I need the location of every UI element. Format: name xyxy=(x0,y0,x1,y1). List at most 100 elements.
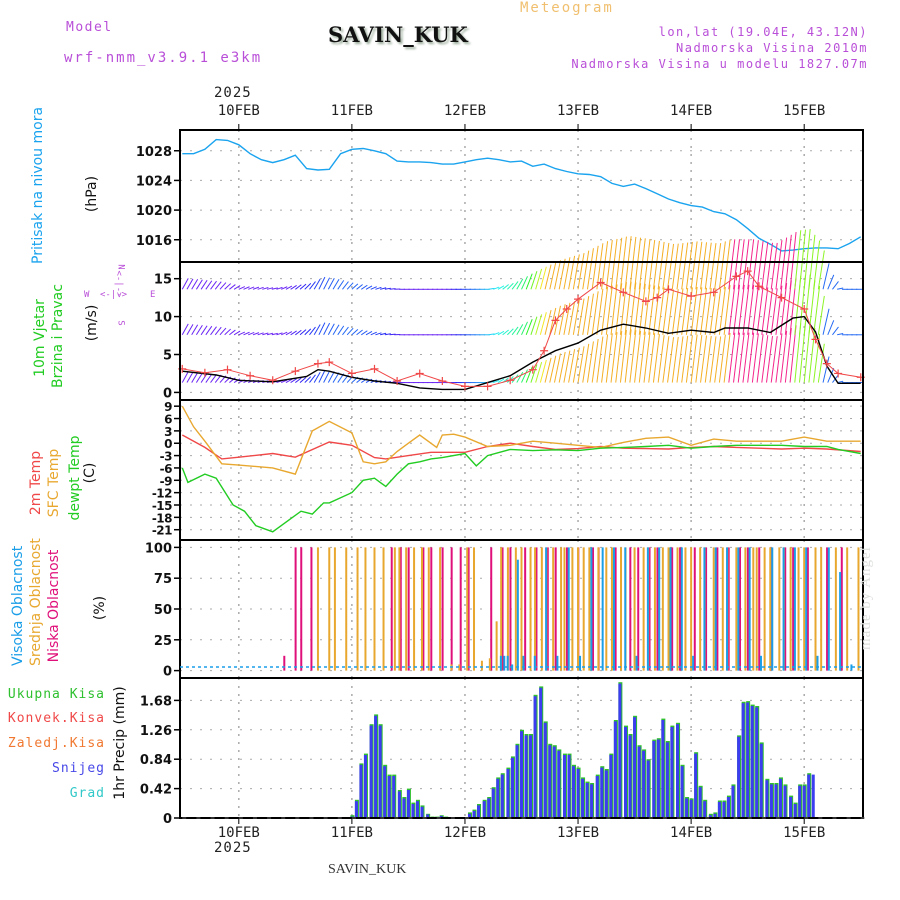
bar-srednja-oblacnost xyxy=(488,658,491,671)
wind-barb xyxy=(605,285,613,335)
wind-barb xyxy=(652,334,660,383)
bar-visoka-oblacnost xyxy=(771,547,774,671)
wind-barb xyxy=(276,286,283,290)
bar-snijeg xyxy=(646,760,650,818)
bar-snijeg xyxy=(722,801,726,818)
wind-barb xyxy=(700,335,708,383)
bar-niska-oblacnost xyxy=(565,547,568,671)
wind-barb xyxy=(530,271,538,290)
wind-barb xyxy=(761,241,769,290)
meteogram-label: Meteogram xyxy=(520,0,614,16)
wind-barb xyxy=(634,237,642,290)
bar-visoka-oblacnost xyxy=(567,547,570,671)
wind-barb xyxy=(629,330,637,383)
wind-barb xyxy=(676,288,684,335)
wind-barb xyxy=(737,332,745,383)
wind-barb xyxy=(695,335,703,383)
bar-snijeg xyxy=(363,755,367,818)
wind-barb xyxy=(195,372,203,383)
bar-visoka-oblacnost xyxy=(612,547,615,671)
wind-barb xyxy=(248,331,255,336)
wind-barb xyxy=(252,286,260,290)
wind-barb xyxy=(257,332,264,336)
wind-barb xyxy=(629,236,637,290)
bar-niska-oblacnost xyxy=(459,547,462,671)
wind-barb xyxy=(827,320,835,335)
bar-srednja-oblacnost xyxy=(797,547,800,671)
bar-snijeg xyxy=(402,798,406,818)
bar-snijeg xyxy=(392,776,396,818)
bar-srednja-oblacnost xyxy=(684,547,687,671)
bar-snijeg xyxy=(613,721,617,818)
wind-barb xyxy=(507,328,514,336)
wind-barb xyxy=(266,332,274,336)
wind-barb xyxy=(704,242,712,290)
bar-niska-oblacnost xyxy=(509,547,512,671)
wind-barb xyxy=(714,336,722,383)
wind-barb xyxy=(558,351,566,383)
bar-niska-oblacnost xyxy=(399,547,402,671)
wind-barb xyxy=(530,316,538,335)
wind-barb xyxy=(327,323,335,336)
wind-barb xyxy=(488,287,495,290)
wind-barb xyxy=(832,281,839,290)
bar-srednja-oblacnost xyxy=(382,547,385,671)
bar-visoka-oblacnost xyxy=(839,572,842,671)
bar-snijeg xyxy=(383,766,387,818)
wind-barb xyxy=(798,229,806,290)
bar-snijeg xyxy=(676,724,680,818)
wind-barb xyxy=(784,280,792,335)
bar-snijeg xyxy=(411,804,415,818)
gust-marker xyxy=(653,293,662,302)
wind-barb xyxy=(346,282,354,290)
wind-barb xyxy=(549,355,557,383)
bar-snijeg xyxy=(491,788,495,818)
wind-barb xyxy=(568,349,576,383)
wind-barb xyxy=(572,254,580,290)
bottom-day-label: 14FEB xyxy=(670,825,712,841)
wind-barb xyxy=(648,239,656,290)
wind-barb xyxy=(728,284,736,335)
bar-snijeg xyxy=(590,784,594,818)
bar-snijeg xyxy=(595,776,599,818)
gust-marker xyxy=(619,288,628,297)
bar-visoka-oblacnost xyxy=(669,547,672,671)
bar-snijeg xyxy=(496,778,500,818)
bar-snijeg xyxy=(420,806,424,818)
bar-niska-oblacnost xyxy=(390,547,393,671)
wind-barb xyxy=(577,298,585,335)
compass-west: W xyxy=(84,290,90,300)
bar-visoka-oblacnost xyxy=(726,547,729,671)
bottom-day-label: 13FEB xyxy=(557,825,599,841)
wind-barb xyxy=(780,237,788,290)
bottom-day-label: 11FEB xyxy=(331,825,373,841)
wind-barb xyxy=(318,370,326,383)
bar-srednja-oblacnost xyxy=(667,547,670,671)
y-tick-label: -18 xyxy=(152,511,172,525)
wind-barb xyxy=(375,332,382,336)
bar-snijeg xyxy=(769,784,773,818)
wind-barb xyxy=(361,284,368,290)
bar-srednja-oblacnost xyxy=(316,547,319,671)
wind-barb xyxy=(493,332,500,336)
wind-barb xyxy=(281,331,288,336)
wind-barb xyxy=(195,279,203,290)
gust-marker xyxy=(641,297,650,306)
wind-barb xyxy=(299,376,307,383)
bar-snijeg xyxy=(529,735,533,818)
bar-niska-oblacnost xyxy=(727,547,730,671)
wind-barb xyxy=(685,241,693,290)
y-tick-label: 75 xyxy=(154,572,172,587)
wind-barb xyxy=(657,335,665,383)
wind-barb xyxy=(266,287,274,290)
bar-visoka-oblacnost xyxy=(556,655,559,671)
bar-visoka-oblacnost xyxy=(737,547,740,671)
y-tick-label: 10 xyxy=(154,311,172,326)
wind-barb xyxy=(827,274,835,290)
gust-marker xyxy=(415,369,424,378)
y-tick-label: 3 xyxy=(164,425,172,439)
bar-srednja-oblacnost xyxy=(642,547,645,671)
compass-east: E xyxy=(150,290,156,300)
wind-barb xyxy=(497,285,505,290)
wind-barb xyxy=(262,332,269,336)
